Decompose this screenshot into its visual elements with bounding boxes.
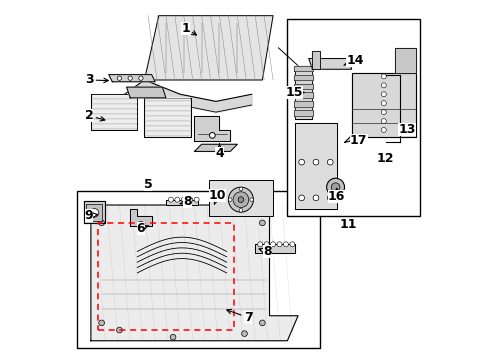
Text: 14: 14 — [343, 54, 363, 67]
Polygon shape — [165, 200, 198, 205]
Circle shape — [270, 242, 275, 247]
Circle shape — [276, 242, 282, 247]
Polygon shape — [130, 208, 151, 226]
Polygon shape — [108, 75, 155, 82]
Circle shape — [99, 220, 104, 226]
Circle shape — [139, 76, 143, 80]
Circle shape — [99, 320, 104, 326]
Text: 17: 17 — [349, 134, 367, 147]
Circle shape — [239, 187, 242, 191]
Circle shape — [331, 183, 339, 192]
Text: 12: 12 — [376, 152, 393, 165]
Polygon shape — [293, 75, 312, 80]
Circle shape — [259, 320, 264, 326]
Polygon shape — [83, 202, 105, 223]
Text: 8: 8 — [259, 245, 271, 258]
Text: 10: 10 — [208, 189, 226, 204]
Text: 6: 6 — [136, 222, 148, 235]
Circle shape — [239, 208, 242, 212]
Polygon shape — [394, 48, 415, 73]
Polygon shape — [294, 66, 312, 119]
Text: 7: 7 — [226, 309, 252, 324]
Circle shape — [209, 132, 215, 138]
Polygon shape — [194, 116, 230, 141]
Circle shape — [116, 327, 122, 333]
Polygon shape — [91, 205, 298, 341]
Circle shape — [249, 198, 253, 202]
Text: 3: 3 — [84, 73, 108, 86]
Circle shape — [381, 101, 386, 106]
Circle shape — [128, 76, 132, 80]
Text: 16: 16 — [327, 188, 345, 203]
Circle shape — [259, 220, 264, 226]
Polygon shape — [344, 135, 358, 143]
Circle shape — [138, 221, 144, 228]
Text: 15: 15 — [285, 86, 304, 99]
Text: 11: 11 — [339, 218, 356, 231]
Polygon shape — [293, 102, 312, 107]
Circle shape — [187, 197, 192, 202]
Polygon shape — [308, 59, 351, 69]
Circle shape — [298, 195, 304, 201]
Circle shape — [289, 242, 294, 247]
Circle shape — [381, 110, 386, 114]
Text: 2: 2 — [84, 109, 104, 122]
Circle shape — [117, 76, 122, 80]
Circle shape — [381, 74, 386, 79]
Bar — [85, 204, 102, 221]
Polygon shape — [351, 73, 415, 137]
Circle shape — [326, 178, 344, 196]
Circle shape — [264, 242, 268, 247]
Polygon shape — [312, 51, 319, 69]
Polygon shape — [144, 98, 190, 137]
Circle shape — [238, 197, 244, 203]
Text: 4: 4 — [215, 144, 224, 160]
Circle shape — [194, 197, 199, 202]
Circle shape — [228, 187, 253, 212]
Text: 8: 8 — [180, 195, 191, 208]
Bar — [77, 191, 319, 348]
Polygon shape — [294, 123, 337, 208]
Text: 9: 9 — [84, 209, 98, 222]
Text: 13: 13 — [398, 123, 415, 136]
Circle shape — [257, 242, 262, 247]
Circle shape — [298, 159, 304, 165]
Polygon shape — [144, 16, 272, 80]
Circle shape — [326, 195, 332, 201]
Circle shape — [326, 159, 332, 165]
Polygon shape — [126, 87, 165, 98]
Text: 1: 1 — [181, 22, 196, 35]
Bar — [208, 180, 272, 216]
Circle shape — [381, 127, 386, 132]
Polygon shape — [194, 144, 237, 152]
Circle shape — [168, 197, 173, 202]
Circle shape — [233, 192, 248, 207]
Polygon shape — [91, 94, 137, 130]
Circle shape — [90, 208, 99, 217]
Circle shape — [175, 197, 180, 202]
Circle shape — [381, 92, 386, 97]
Polygon shape — [255, 244, 294, 253]
Circle shape — [312, 159, 318, 165]
Circle shape — [381, 118, 386, 123]
Text: 5: 5 — [143, 178, 152, 191]
Polygon shape — [293, 93, 312, 98]
Circle shape — [228, 198, 231, 202]
Circle shape — [381, 83, 386, 88]
Circle shape — [170, 334, 176, 340]
Bar — [287, 19, 419, 216]
Bar — [98, 223, 233, 330]
Polygon shape — [293, 66, 312, 71]
Circle shape — [181, 197, 186, 202]
Polygon shape — [293, 84, 312, 89]
Circle shape — [283, 242, 288, 247]
Circle shape — [312, 195, 318, 201]
Circle shape — [241, 331, 247, 337]
Polygon shape — [293, 111, 312, 116]
